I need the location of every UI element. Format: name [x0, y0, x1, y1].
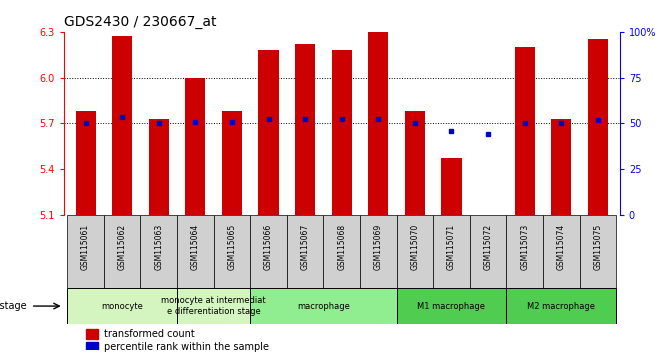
Bar — [515, 47, 535, 215]
Bar — [405, 111, 425, 215]
Text: monocyte at intermediat
e differentiation stage: monocyte at intermediat e differentiatio… — [161, 296, 266, 316]
Bar — [551, 119, 572, 215]
Bar — [507, 215, 543, 288]
Text: M1 macrophage: M1 macrophage — [417, 302, 486, 310]
Text: GSM115066: GSM115066 — [264, 223, 273, 270]
Bar — [67, 215, 104, 288]
Bar — [442, 158, 462, 215]
Bar — [360, 215, 397, 288]
Bar — [433, 215, 470, 288]
Bar — [76, 111, 96, 215]
Bar — [149, 119, 169, 215]
Text: GSM115075: GSM115075 — [594, 223, 602, 270]
Bar — [324, 215, 360, 288]
Bar — [177, 215, 214, 288]
Bar — [250, 288, 397, 324]
Bar — [397, 215, 433, 288]
Text: percentile rank within the sample: percentile rank within the sample — [104, 342, 269, 352]
Bar — [67, 288, 177, 324]
Bar — [222, 111, 242, 215]
Bar — [86, 342, 98, 352]
Text: development stage: development stage — [0, 301, 27, 311]
Bar — [588, 40, 608, 215]
Text: GSM115068: GSM115068 — [337, 223, 346, 269]
Bar — [287, 215, 324, 288]
Bar — [397, 288, 507, 324]
Text: GSM115072: GSM115072 — [484, 223, 492, 269]
Text: GSM115067: GSM115067 — [301, 223, 310, 270]
Bar — [177, 288, 250, 324]
Text: monocyte: monocyte — [101, 302, 143, 310]
Bar — [543, 215, 580, 288]
Text: GSM115063: GSM115063 — [154, 223, 163, 270]
Text: GSM115071: GSM115071 — [447, 223, 456, 269]
Bar — [214, 215, 250, 288]
Bar — [104, 215, 141, 288]
Text: GSM115065: GSM115065 — [227, 223, 237, 270]
Text: GSM115074: GSM115074 — [557, 223, 565, 270]
Text: GDS2430 / 230667_at: GDS2430 / 230667_at — [64, 16, 216, 29]
Text: GSM115062: GSM115062 — [118, 223, 127, 269]
Text: GSM115069: GSM115069 — [374, 223, 383, 270]
Text: macrophage: macrophage — [297, 302, 350, 310]
Bar — [141, 215, 177, 288]
Text: GSM115070: GSM115070 — [410, 223, 419, 270]
Text: GSM115061: GSM115061 — [81, 223, 90, 269]
Bar — [186, 78, 206, 215]
Bar — [470, 215, 507, 288]
Text: transformed count: transformed count — [104, 329, 194, 339]
Bar — [250, 215, 287, 288]
Text: GSM115073: GSM115073 — [520, 223, 529, 270]
Bar — [86, 329, 98, 339]
Bar — [580, 215, 616, 288]
Bar — [259, 50, 279, 215]
Bar — [369, 32, 389, 215]
Bar — [295, 44, 315, 215]
Text: M2 macrophage: M2 macrophage — [527, 302, 595, 310]
Bar — [332, 50, 352, 215]
Bar — [112, 36, 132, 215]
Text: GSM115064: GSM115064 — [191, 223, 200, 270]
Bar — [507, 288, 616, 324]
